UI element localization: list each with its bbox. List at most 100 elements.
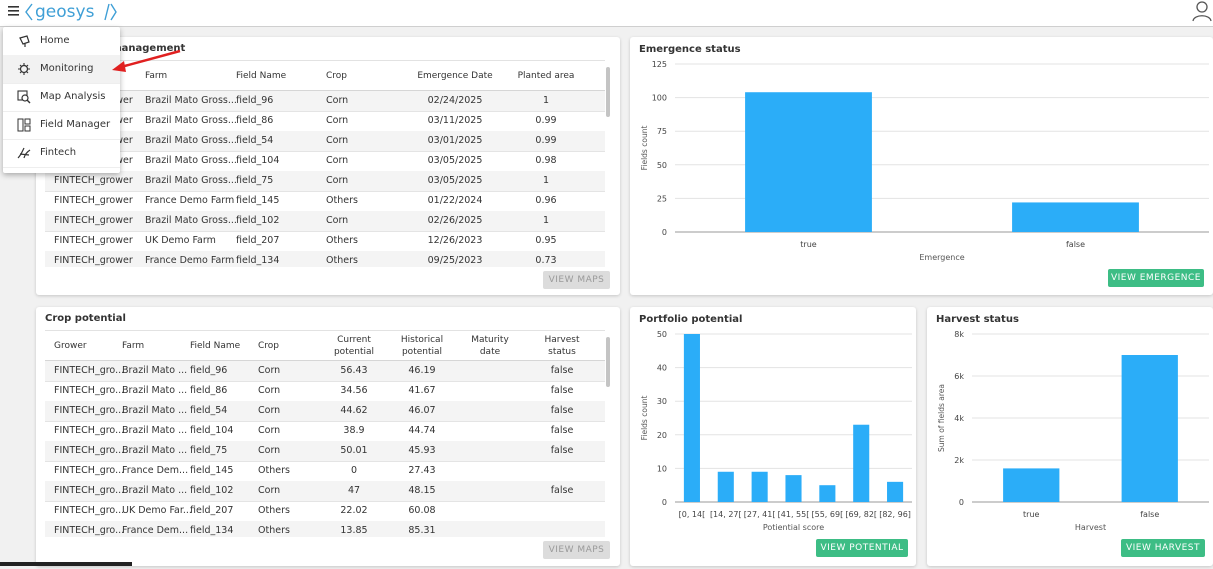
logo: geosys bbox=[25, 2, 117, 22]
table-cell: false bbox=[550, 485, 574, 496]
table-cell: Others bbox=[258, 505, 290, 516]
y-tick-label: 100 bbox=[652, 94, 667, 103]
table-cell: Others bbox=[326, 195, 358, 206]
hamburger-icon[interactable] bbox=[8, 5, 22, 17]
y-tick-label: 2k bbox=[954, 456, 964, 465]
table-row: FINTECH_grower France Demo Farm field_134 O… bbox=[45, 251, 605, 267]
table-cell: 38.9 bbox=[343, 425, 365, 436]
view-potential-button[interactable]: VIEW POTENTIAL bbox=[816, 539, 908, 557]
table-cell: 13.85 bbox=[340, 525, 368, 536]
y-tick-label: 125 bbox=[652, 60, 667, 69]
menu-icon bbox=[17, 118, 31, 132]
table-cell: Brazil Mato ... bbox=[122, 425, 188, 436]
table-cell: 0.99 bbox=[535, 135, 557, 146]
y-axis-label: Fields count bbox=[640, 396, 649, 441]
table-cell: Corn bbox=[258, 405, 281, 416]
y-tick-label: 50 bbox=[657, 161, 667, 170]
bar bbox=[1012, 202, 1139, 232]
table-cell: field_104 bbox=[190, 425, 234, 436]
chart-title: Emergence status bbox=[639, 44, 741, 55]
bar bbox=[819, 485, 836, 502]
column-header[interactable]: Crop bbox=[258, 340, 280, 351]
table-cell: 09/25/2023 bbox=[427, 255, 483, 266]
x-tick-label: true bbox=[1023, 510, 1039, 519]
table-cell: Brazil Mato ... bbox=[122, 385, 188, 396]
column-header[interactable]: Farm bbox=[122, 340, 145, 351]
view-harvest-button[interactable]: VIEW HARVEST bbox=[1121, 539, 1205, 557]
table-cell: Others bbox=[258, 465, 290, 476]
table-cell: Brazil Mato Gross... bbox=[145, 155, 237, 166]
column-header[interactable]: Maturity date bbox=[471, 334, 509, 357]
table-cell: Brazil Mato Gross... bbox=[145, 175, 237, 186]
column-header[interactable]: Field Name bbox=[236, 70, 287, 81]
table-cell: field_96 bbox=[190, 365, 228, 376]
chart-title: Harvest status bbox=[936, 314, 1019, 325]
table-cell: FINTECH_gro... bbox=[54, 405, 125, 416]
table-cell: Corn bbox=[326, 135, 349, 146]
scrollbar[interactable] bbox=[606, 67, 610, 117]
table-cell: 0.73 bbox=[535, 255, 557, 266]
y-tick-label: 0 bbox=[662, 228, 667, 237]
column-header[interactable]: Crop bbox=[326, 70, 348, 81]
table-cell: Brazil Mato Gross... bbox=[145, 95, 237, 106]
table-cell: 12/26/2023 bbox=[427, 235, 483, 246]
view-maps-button[interactable]: VIEW MAPS bbox=[543, 271, 610, 289]
menu-item[interactable]: Home bbox=[3, 27, 120, 56]
scrollbar[interactable] bbox=[606, 337, 610, 387]
table-cell: 03/05/2025 bbox=[427, 155, 483, 166]
menu-item[interactable]: Fintech bbox=[3, 139, 120, 168]
column-header[interactable]: Grower bbox=[54, 340, 87, 351]
table-cell: 47 bbox=[347, 485, 361, 496]
column-header[interactable]: Historical potential bbox=[400, 334, 444, 357]
column-header[interactable]: Emergence Date bbox=[417, 70, 493, 81]
x-tick-label: [69, 82[ bbox=[845, 510, 877, 519]
column-header[interactable]: Field Name bbox=[190, 340, 241, 351]
menu-icon bbox=[18, 63, 30, 75]
view-maps-button[interactable]: VIEW MAPS bbox=[543, 541, 610, 559]
table-row: FINTECH_gro... Brazil Mato ... field_54 Cor… bbox=[45, 401, 605, 422]
menu-label: Monitoring bbox=[40, 63, 94, 74]
menu-item[interactable]: Map Analysis bbox=[3, 83, 120, 112]
table-cell: UK Demo Far... bbox=[122, 505, 192, 516]
nav-menu: Home Monitoring Map Analysis Field Manager F… bbox=[3, 27, 120, 173]
table-cell: field_75 bbox=[190, 445, 228, 456]
user-icon[interactable] bbox=[1191, 0, 1213, 22]
column-header[interactable]: Farm bbox=[145, 70, 168, 81]
menu-label: Field Manager bbox=[40, 119, 111, 130]
column-header[interactable]: Planted area bbox=[517, 70, 575, 81]
menu-icon bbox=[17, 90, 31, 104]
table-cell: Corn bbox=[326, 155, 349, 166]
table-cell: field_96 bbox=[236, 95, 274, 106]
menu-item[interactable]: Monitoring bbox=[3, 55, 120, 84]
table-cell: 02/24/2025 bbox=[427, 95, 483, 106]
x-tick-label: [41, 55[ bbox=[778, 510, 810, 519]
table-cell: false bbox=[550, 445, 574, 456]
crop-table-panel: Crop potential Grower Farm Field Name Crop C… bbox=[36, 307, 620, 566]
table-cell: 60.08 bbox=[408, 505, 436, 516]
table-row: FINTECH_gro... Brazil Mato ... field_96 Cor… bbox=[45, 361, 605, 382]
table-cell: 01/22/2024 bbox=[427, 195, 483, 206]
x-tick-label: [55, 69[ bbox=[812, 510, 844, 519]
table-cell: 0.96 bbox=[535, 195, 557, 206]
column-header[interactable]: Harvest status bbox=[544, 334, 580, 357]
menu-icon bbox=[19, 35, 30, 47]
menu-item[interactable]: Field Manager bbox=[3, 111, 120, 140]
bar bbox=[1003, 468, 1060, 502]
table-cell: Others bbox=[258, 525, 290, 536]
table-cell: false bbox=[550, 425, 574, 436]
table-cell: 46.07 bbox=[408, 405, 436, 416]
table-cell: 46.19 bbox=[408, 365, 436, 376]
table-cell: 0.95 bbox=[535, 235, 557, 246]
table-cell: Others bbox=[326, 255, 358, 266]
column-header[interactable]: Current potential bbox=[333, 334, 375, 357]
view-emergence-button[interactable]: VIEW EMERGENCE bbox=[1108, 269, 1204, 287]
table-cell: FINTECH_gro... bbox=[54, 425, 125, 436]
table-cell: UK Demo Farm bbox=[145, 235, 216, 246]
table-cell: 0 bbox=[350, 465, 358, 476]
table-cell: FINTECH_gro... bbox=[54, 385, 125, 396]
